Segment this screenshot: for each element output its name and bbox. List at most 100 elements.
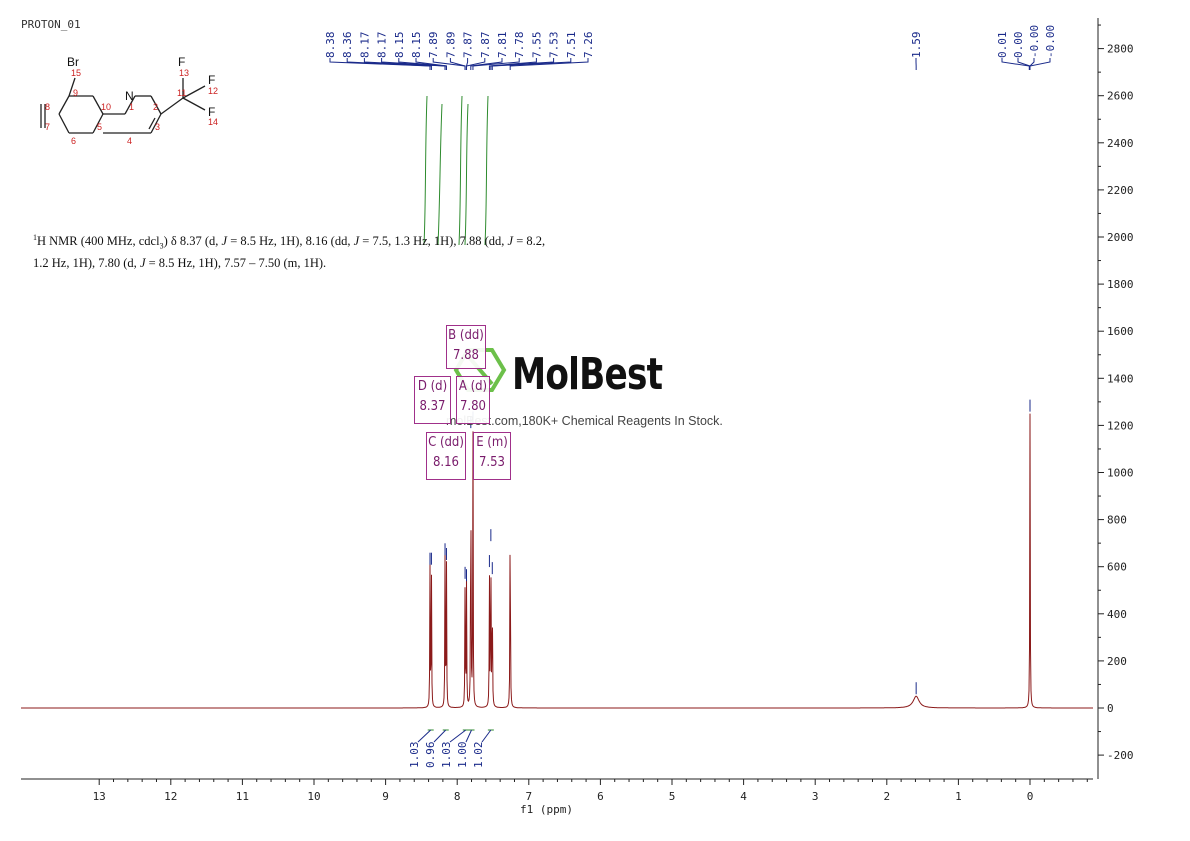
peak-shift-label: -0.00 — [1044, 25, 1057, 58]
integral-value-label: 1.03 — [408, 742, 421, 769]
integral-connector — [465, 729, 472, 743]
y-tick-label: 600 — [1107, 561, 1127, 574]
spectrum-line — [21, 413, 1093, 709]
peak-shift-label: 0.00 — [1012, 32, 1025, 59]
peak-label-connector — [1029, 58, 1051, 70]
y-tick-label: 2600 — [1107, 90, 1134, 103]
atom-f2: F — [208, 73, 215, 87]
peak-label-connector — [449, 58, 466, 70]
atom-number: 1 — [129, 102, 134, 112]
peak-box-b: B (dd) 7.88 — [446, 325, 486, 369]
peak-shift-label: 7.26 — [582, 32, 595, 59]
watermark-brand: MolBest — [512, 349, 663, 400]
peak-label-connector — [346, 58, 432, 70]
atom-number: 7 — [45, 122, 50, 132]
x-axis: 13 12 11 10 9 8 7 6 5 4 3 2 1 0 — [21, 778, 1093, 803]
peak-shift-label: 8.15 — [393, 32, 406, 59]
peak-label-connector — [432, 58, 466, 70]
peak-label-connector — [1017, 58, 1031, 70]
atom-number: 8 — [45, 102, 50, 112]
y-tick-label: 1600 — [1107, 325, 1134, 338]
peak-label-connector — [472, 58, 520, 70]
x-axis-label: f1 (ppm) — [520, 803, 573, 816]
integral-connector — [433, 729, 447, 743]
atom-n: N — [125, 89, 134, 103]
atom-number: 10 — [101, 102, 111, 112]
peak-shift-label: 8.15 — [410, 32, 423, 59]
peak-shift-label: 1.59 — [910, 32, 923, 59]
x-tick-label: 13 — [93, 790, 106, 803]
atom-number: 2 — [153, 102, 158, 112]
atom-number: 12 — [208, 86, 218, 96]
peak-label-connector — [488, 58, 537, 70]
peak-shift-label: 7.53 — [548, 32, 561, 59]
spectrum-trace — [21, 399, 1093, 709]
x-tick-label: 12 — [164, 790, 177, 803]
integral-value-label: 1.02 — [472, 742, 485, 769]
integral-connector — [481, 729, 492, 743]
atom-number: 6 — [71, 136, 76, 146]
atom-number: 14 — [208, 117, 218, 127]
x-tick-label: 10 — [307, 790, 320, 803]
peak-label-connector — [1001, 58, 1030, 70]
x-tick-label: 3 — [812, 790, 819, 803]
y-tick-label: 200 — [1107, 655, 1127, 668]
atom-f1: F — [178, 55, 185, 69]
peak-label-connector — [381, 58, 446, 70]
integral-curve — [464, 103, 469, 246]
peak-shift-label: 0.01 — [996, 32, 1009, 59]
peak-label-connector — [491, 58, 572, 70]
integral-value-label: 1.00 — [456, 742, 469, 769]
molecule-structure: Br F F F N 15 13 12 14 11 9 10 1 2 8 7 6… — [40, 55, 218, 146]
y-tick-label: 0 — [1107, 702, 1114, 715]
y-tick-label: 800 — [1107, 514, 1127, 527]
atom-number: 15 — [71, 68, 81, 78]
x-tick-label: 9 — [382, 790, 389, 803]
peak-shift-label: 7.89 — [444, 32, 457, 59]
peak-shift-label: 7.87 — [479, 32, 492, 59]
atom-f3: F — [208, 105, 215, 119]
y-tick-label: 1000 — [1107, 467, 1134, 480]
y-tick-label: 2000 — [1107, 231, 1134, 244]
y-tick-label: -200 — [1107, 749, 1134, 762]
x-tick-label: 4 — [740, 790, 747, 803]
peak-shift-label: 7.78 — [513, 32, 526, 59]
integral-curve — [484, 95, 489, 246]
peak-shift-label: 7.89 — [427, 32, 440, 59]
x-tick-label: 11 — [236, 790, 249, 803]
x-tick-label: 8 — [454, 790, 461, 803]
peak-shift-label: 8.17 — [376, 32, 389, 59]
x-tick-label: 5 — [669, 790, 676, 803]
peak-shift-label: 8.17 — [358, 32, 371, 59]
x-tick-label: 1 — [955, 790, 962, 803]
peak-label-connector — [466, 58, 486, 70]
x-tick-label: 0 — [1027, 790, 1034, 803]
y-tick-label: 1400 — [1107, 372, 1134, 385]
integral-value-label: 0.96 — [424, 742, 437, 769]
atom-number: 5 — [97, 122, 102, 132]
peak-label-connector — [1029, 58, 1035, 70]
integral-value-label: 1.03 — [440, 742, 453, 769]
integral-curve — [423, 95, 428, 246]
atom-number: 3 — [155, 122, 160, 132]
x-tick-label: 2 — [883, 790, 890, 803]
y-tick-label: 2800 — [1107, 43, 1134, 56]
x-tick-label: 6 — [597, 790, 604, 803]
peak-shift-label: 7.55 — [530, 32, 543, 59]
peak-label-connector — [415, 58, 447, 70]
y-tick-label: 1800 — [1107, 278, 1134, 291]
peak-box-a: A (d) 7.80 — [456, 376, 490, 424]
integral-labels: 1.03 0.96 1.03 1.00 1.02 — [408, 729, 494, 769]
peak-shift-label: 8.36 — [341, 32, 354, 59]
peak-label-connector — [509, 58, 589, 70]
integral-connector — [417, 729, 432, 743]
y-tick-label: 2400 — [1107, 137, 1134, 150]
peak-shift-label: 7.51 — [565, 32, 578, 59]
integral-curve — [458, 95, 463, 246]
watermark-tagline: molBest.com,180K+ Chemical Reagents In S… — [446, 414, 723, 428]
peak-label-connector — [470, 58, 503, 70]
atom-number: 13 — [179, 68, 189, 78]
peak-shift-label: 8.38 — [324, 32, 337, 59]
y-tick-label: 2200 — [1107, 184, 1134, 197]
